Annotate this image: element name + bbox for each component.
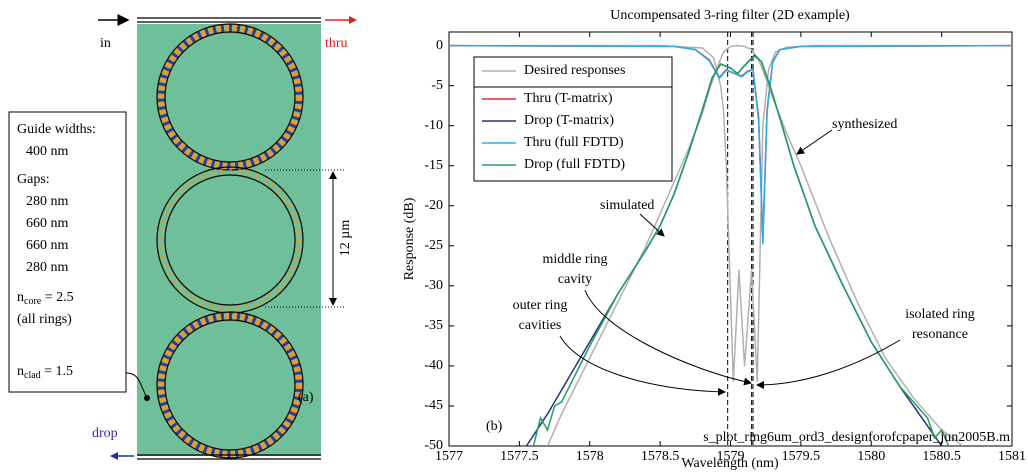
y-tick-label: -15: [424, 158, 443, 173]
annotation-arrow: [560, 336, 725, 392]
x-tick-label: 1579: [717, 449, 745, 464]
x-tick-label: 1578.5: [641, 449, 680, 464]
x-tick-label: 1580: [857, 449, 885, 464]
pointer-dot: [144, 395, 150, 401]
y-tick-label: -25: [424, 238, 443, 253]
annotation: resonance: [912, 327, 968, 342]
thru-arrowhead: [349, 16, 357, 24]
legend-label: Drop (full FDTD): [524, 157, 625, 172]
value: = 1.5: [41, 364, 73, 379]
annotation: middle ring: [543, 252, 608, 267]
y-tick-label: -30: [424, 278, 443, 293]
gap: 280 nm: [26, 260, 69, 275]
value: = 2.5: [41, 290, 73, 305]
input-label: in: [100, 36, 111, 51]
subscript: clad: [24, 370, 41, 381]
annotation: simulated: [600, 198, 654, 213]
annotation-arrow: [585, 290, 751, 383]
x-tick-label: 1578: [576, 449, 604, 464]
guide-widths-title: Guide widths:: [17, 122, 96, 137]
subscript: core: [24, 296, 42, 307]
annotation: isolated ring: [905, 307, 975, 322]
chart-title: Uncompensated 3-ring filter (2D example): [610, 8, 850, 23]
drop-arrowhead: [110, 452, 118, 460]
annotation: cavity: [558, 272, 592, 287]
legend-label: Drop (T-matrix): [524, 113, 614, 128]
n-core-note: (all rings): [17, 312, 72, 327]
x-tick-label: 1577.5: [500, 449, 539, 464]
annotation: cavities: [519, 318, 562, 333]
gap: 660 nm: [26, 216, 69, 231]
y-tick-label: -20: [424, 198, 443, 213]
gap: 660 nm: [26, 238, 69, 253]
annotation-arrow: [757, 340, 900, 385]
y-axis-label: Response (dB): [402, 197, 417, 280]
diagram: in thru drop (a) 12 µm Guide widths: 400…: [9, 16, 357, 460]
symbol: n: [17, 364, 24, 379]
x-tick-label: 1581: [998, 449, 1026, 464]
y-tick-label: -5: [431, 78, 443, 93]
annotation: synthesized: [832, 117, 897, 132]
symbol: n: [17, 290, 24, 305]
x-tick-label: 1580.5: [922, 449, 961, 464]
pitch-label: 12 µm: [338, 220, 353, 257]
annotation: s_plot_ring6um_ord3_designforofcpaper_ju…: [703, 430, 1010, 445]
chart: Uncompensated 3-ring filter (2D example)…: [402, 8, 1026, 471]
legend-label: Desired responses: [524, 63, 625, 78]
guide-width: 400 nm: [26, 144, 69, 159]
annotation: outer ring: [513, 298, 568, 313]
y-tick-label: -35: [424, 318, 443, 333]
gap: 280 nm: [26, 194, 69, 209]
thru-label: thru: [325, 36, 348, 51]
x-tick-label: 1579.5: [782, 449, 821, 464]
annotation: (b): [486, 419, 503, 434]
legend-label: Thru (T-matrix): [524, 91, 613, 106]
figure: in thru drop (a) 12 µm Guide widths: 400…: [0, 0, 1028, 473]
y-tick-label: -50: [424, 438, 443, 453]
annotation-arrow: [797, 130, 832, 154]
y-tick-label: -40: [424, 358, 443, 373]
y-tick-label: -45: [424, 398, 443, 413]
y-tick-label: 0: [436, 38, 443, 53]
panel-label: (a): [298, 390, 314, 405]
y-tick-label: -10: [424, 118, 443, 133]
gaps-title: Gaps:: [17, 172, 50, 187]
legend-label: Thru (full FDTD): [524, 135, 624, 150]
drop-label: drop: [92, 426, 118, 441]
